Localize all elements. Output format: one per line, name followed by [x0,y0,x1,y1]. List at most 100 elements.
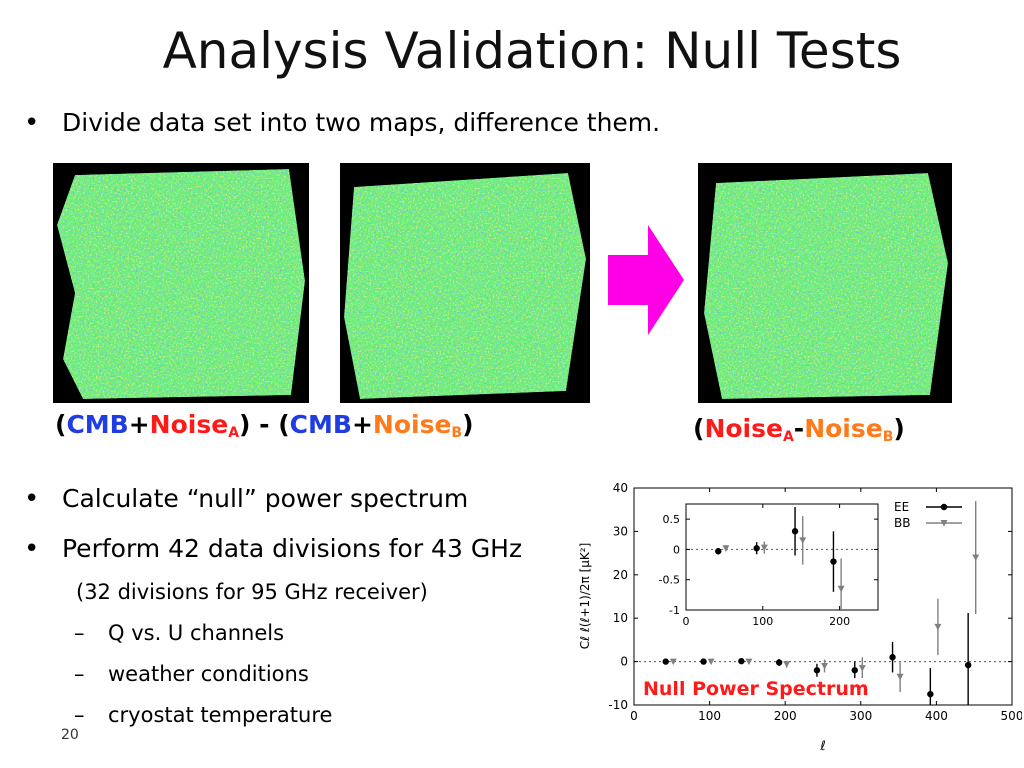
bullet-divide: • Divide data set into two maps, differe… [24,108,660,138]
chart-title: Null Power Spectrum [640,678,872,700]
inset-plot-frame [685,503,879,611]
BB-point [934,623,942,631]
caption-plus: + [351,410,373,439]
y-tick-label: 40 [613,481,628,495]
y-tick-label: 30 [613,524,628,538]
bullet-marker: • [24,108,40,138]
BB-point [972,554,980,561]
x-tick-label: 0 [630,709,638,723]
legend-marker-ee [940,503,948,511]
x-tick-label: 400 [925,709,948,723]
dash-marker: – [74,621,85,645]
y-axis-label: Cℓ ℓ(ℓ+1)/2π [μK²] [578,543,592,650]
y-tick-label: -1 [669,604,680,617]
BB-point [799,537,807,544]
EE-point [964,661,972,669]
caption-minus: - [793,414,805,443]
EE-point [889,654,896,661]
EE-point [813,667,821,674]
caption-cmb: CMB [289,410,352,439]
y-tick-label: 0.5 [663,513,681,526]
y-tick-label: 20 [613,568,628,582]
sub-item-text: cryostat temperature [108,703,333,727]
map-cmb-noise-b [340,163,590,403]
EE-point [700,658,707,665]
BB-point [821,662,829,670]
x-axis-label: ℓ [819,739,825,754]
x-tick-label: 0 [683,615,690,628]
BB-point [760,544,768,552]
bullet-calculate: • Calculate “null” power spectrum [24,484,468,514]
sub-item-text: Q vs. U channels [108,621,285,645]
caption-noise-b: NoiseB [372,410,463,441]
map-cmb-noise-a [53,163,309,403]
divisions-note: (32 divisions for 95 GHz receiver) [76,580,428,604]
EE-point [738,657,745,665]
caption-paren: ( [693,414,705,443]
EE-point [830,558,837,565]
y-tick-label: 10 [613,611,628,625]
caption-noise-a-sub: A [228,425,240,441]
sub-item: – Q vs. U channels [74,621,284,645]
caption-noise-b-text: Noise [804,414,883,443]
sub-item-text: weather conditions [108,662,309,686]
bullet-text: Divide data set into two maps, differenc… [62,108,661,137]
caption-paren: ) [462,410,474,439]
caption-cmb: CMB [66,410,129,439]
EE-point [791,528,799,535]
x-tick-label: 500 [1001,709,1022,723]
caption-noise-b-sub: B [451,425,463,441]
EE-point [851,667,858,674]
BB-point [722,545,730,552]
caption-noise-b: NoiseB [804,414,894,445]
bullet-text: Perform 42 data divisions for 43 GHz [62,534,523,563]
map-noise-difference [698,163,952,403]
slide-title: Analysis Validation: Null Tests [162,22,902,80]
caption-noise-a-text: Noise [704,414,783,443]
caption-noise-difference: (NoiseA-NoiseB) [693,414,905,445]
legend-label-ee: EE [894,500,909,514]
slide-number: 20 [61,727,79,743]
y-tick-label: -0.5 [659,574,680,587]
bullet-divisions: • Perform 42 data divisions for 43 GHz [24,534,522,564]
bullet-marker: • [24,534,40,564]
caption-plus: + [128,410,150,439]
caption-noise-a: NoiseA [149,410,240,441]
caption-paren: ( [55,410,67,439]
x-tick-label: 100 [752,615,773,628]
BB-point [858,665,866,672]
y-tick-label: 0 [620,655,628,669]
caption-noise-b-text: Noise [372,410,452,439]
y-tick-label: -10 [608,698,628,712]
x-tick-label: 200 [829,615,850,628]
BB-point [745,658,753,666]
right-arrow-icon [608,225,684,335]
null-power-spectrum-chart: 0 100 200 300 400 500 -10 0 10 20 30 40 ℓ Cℓ ℓ(ℓ+1)/2… [576,478,1023,764]
EE-point [662,658,669,665]
BB-point [837,585,845,593]
dash-marker: – [74,662,85,686]
BB-point [707,658,715,666]
EE-point [753,545,760,552]
bullet-text: Calculate “null” power spectrum [62,484,469,513]
x-tick-label: 100 [698,709,721,723]
caption-noise-a-sub: A [782,429,794,445]
legend-label-bb: BB [894,516,910,530]
caption-noise-b-sub: B [882,429,894,445]
x-tick-label: 300 [849,709,872,723]
caption-paren: ) [893,414,905,443]
legend-marker-bb [940,520,948,527]
caption-minus: ) - ( [239,410,290,439]
bullet-marker: • [24,484,40,514]
EE-point [715,548,722,555]
x-tick-label: 200 [774,709,797,723]
y-tick-label: 0 [673,543,680,556]
EE-point [927,690,934,698]
sub-item: – cryostat temperature [74,703,332,727]
EE-point [775,659,783,666]
caption-noise-a: NoiseA [704,414,794,445]
dash-marker: – [74,703,85,727]
BB-point [783,661,791,668]
caption-noise-a-text: Noise [149,410,229,439]
